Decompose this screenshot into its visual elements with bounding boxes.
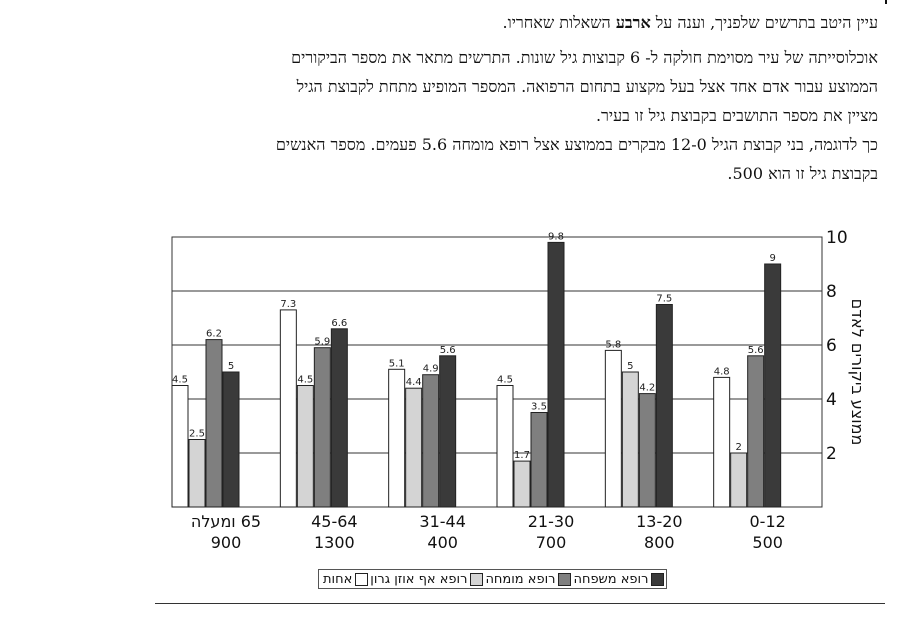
data-label: 2.5 <box>189 429 205 440</box>
bar <box>530 412 548 508</box>
bar <box>279 309 297 508</box>
legend-label: רופא אף אוזן גרון <box>370 571 468 587</box>
x-category-population: 1300 <box>314 533 355 552</box>
bar <box>313 347 331 508</box>
data-label: 9.8 <box>548 231 564 242</box>
description-line-3: מציין את מספר התושבים בקבוצת גיל זו בעיר… <box>595 106 878 125</box>
bar <box>547 241 565 508</box>
bar <box>188 439 206 508</box>
bar <box>496 385 514 508</box>
example-line-2: בקבוצת גיל זו הוא 500. <box>727 164 878 183</box>
bar <box>713 376 731 508</box>
data-label: 5 <box>627 361 633 372</box>
data-label: 6.6 <box>331 318 347 329</box>
legend-item: רופא משפחה <box>573 571 665 587</box>
bar <box>405 387 423 508</box>
data-label: 4.9 <box>423 364 439 375</box>
x-category-population: 500 <box>752 533 783 552</box>
bar <box>439 355 457 508</box>
instruction-text-part1: עיין היטב בתרשים שלפניך, וענה על <box>650 13 878 32</box>
legend-item: רופא אף אוזן גרון <box>370 571 484 587</box>
legend-swatch <box>558 572 572 586</box>
bar <box>513 460 531 508</box>
y-tick-label: 2 <box>826 444 837 464</box>
data-label: 6.2 <box>206 329 222 340</box>
y-tick-label: 6 <box>826 336 837 356</box>
legend-swatch <box>470 572 484 586</box>
question-intro: עיין היטב בתרשים שלפניך, וענה על ארבע הש… <box>150 8 878 188</box>
x-category-label: 65 ומעלה <box>191 512 261 531</box>
legend-item: אחות <box>323 571 369 587</box>
description-line-2: הממוצע עבור אדם אחד אצל בעל מקצוע בתחום … <box>296 77 878 96</box>
x-category-population: 700 <box>536 533 567 552</box>
data-label: 5.6 <box>440 345 456 356</box>
y-tick-label: 10 <box>826 228 848 248</box>
data-label: 4.4 <box>406 377 422 388</box>
x-category-label: 21-30 <box>528 512 575 531</box>
data-label: 5.6 <box>748 345 764 356</box>
data-label: 4.2 <box>639 383 655 394</box>
instruction-bold-word: ארבע <box>615 13 651 32</box>
bar <box>638 393 656 508</box>
data-label: 3.5 <box>531 402 547 413</box>
y-axis-label: ממוצע ביקורים לאדם <box>848 299 867 446</box>
bar <box>222 371 240 508</box>
legend-item: רופא מומחה <box>485 571 572 587</box>
page-edge-mark <box>885 0 887 4</box>
legend-label: רופא מומחה <box>485 571 556 587</box>
bar <box>171 385 189 508</box>
y-tick-label: 8 <box>826 282 837 302</box>
description-line-1: אוכלוסייתה של עיר מסוימת חולקה ל- 6 קבוצ… <box>291 48 878 67</box>
legend-label: רופא משפחה <box>573 571 649 587</box>
bottom-divider <box>155 603 885 604</box>
data-label: 5 <box>228 361 234 372</box>
data-label: 7.5 <box>656 294 672 305</box>
bar <box>730 452 748 508</box>
y-tick-label: 4 <box>826 390 837 410</box>
instruction-line: עיין היטב בתרשים שלפניך, וענה על ארבע הש… <box>150 8 878 37</box>
data-label: 4.5 <box>297 375 313 386</box>
bar <box>330 328 348 508</box>
data-label: 5.9 <box>314 337 330 348</box>
data-label: 9 <box>769 253 775 264</box>
data-label: 1.7 <box>514 450 530 461</box>
bar <box>747 355 765 508</box>
bar <box>655 304 673 508</box>
instruction-text-part2: השאלות שאחריו. <box>502 13 616 32</box>
data-label: 4.5 <box>497 375 513 386</box>
example-line-1: כך לדוגמה, בני קבוצת הגיל 12-0 מבקרים במ… <box>275 135 878 154</box>
legend-swatch <box>651 572 665 586</box>
data-label: 4.8 <box>714 366 730 377</box>
x-category-population: 900 <box>211 533 242 552</box>
data-label: 5.1 <box>389 358 405 369</box>
data-label: 2 <box>735 442 741 453</box>
bar <box>296 385 314 508</box>
bar <box>388 368 406 508</box>
data-label: 4.5 <box>172 375 188 386</box>
bar <box>205 339 223 508</box>
chart-legend: רופא משפחה רופא מומחה רופא אף אוזן גרון אחו… <box>318 569 668 589</box>
x-category-label: 0-12 <box>750 512 786 531</box>
legend-label: אחות <box>323 571 353 587</box>
x-category-label: 13-20 <box>636 512 683 531</box>
data-label: 7.3 <box>280 299 296 310</box>
x-category-label: 31-44 <box>419 512 466 531</box>
data-label: 5.8 <box>605 339 621 350</box>
bar <box>604 349 622 508</box>
bar <box>764 263 782 508</box>
x-category-population: 400 <box>427 533 458 552</box>
legend-swatch <box>355 572 369 586</box>
bar <box>621 371 639 508</box>
x-category-label: 45-64 <box>311 512 358 531</box>
x-category-population: 800 <box>644 533 675 552</box>
bar <box>422 374 440 508</box>
